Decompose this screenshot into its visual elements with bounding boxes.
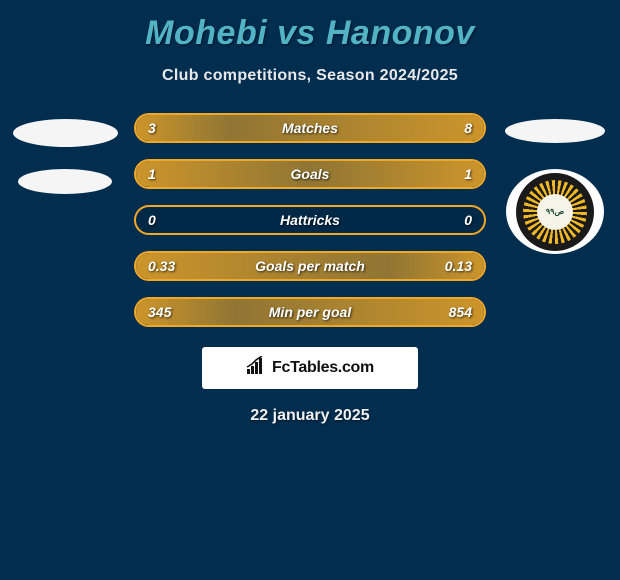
bar-chart-icon [246,356,268,381]
subtitle: Club competitions, Season 2024/2025 [10,67,610,85]
stat-row-hattricks: 0 Hattricks 0 [134,205,486,235]
stats-column: 3 Matches 8 1 Goals 1 0 Hattricks 0 [134,113,486,327]
stat-label: Min per goal [136,304,484,320]
date-label: 22 january 2025 [10,407,610,425]
page-title: Mohebi vs Hanonov [10,14,610,53]
player2-club-logo-1 [505,119,605,143]
comparison-row: 3 Matches 8 1 Goals 1 0 Hattricks 0 [10,113,610,327]
brand-badge[interactable]: FcTables.com [202,347,418,389]
brand-text: FcTables.com [272,359,374,377]
player1-club-logo-1 [13,119,118,147]
stat-row-matches: 3 Matches 8 [134,113,486,143]
left-logo-column [10,113,120,194]
stat-label: Goals [136,166,484,182]
stat-label: Goals per match [136,258,484,274]
stat-label: Matches [136,120,484,136]
stat-label: Hattricks [136,212,484,228]
sepahan-logo-icon: ص٩٩ [516,173,594,251]
stat-row-goals-per-match: 0.33 Goals per match 0.13 [134,251,486,281]
stat-row-goals: 1 Goals 1 [134,159,486,189]
stat-row-min-per-goal: 345 Min per goal 854 [134,297,486,327]
player2-club-logo-2: ص٩٩ [506,169,604,254]
right-logo-column: ص٩٩ [500,113,610,254]
player1-club-logo-2 [18,169,112,194]
